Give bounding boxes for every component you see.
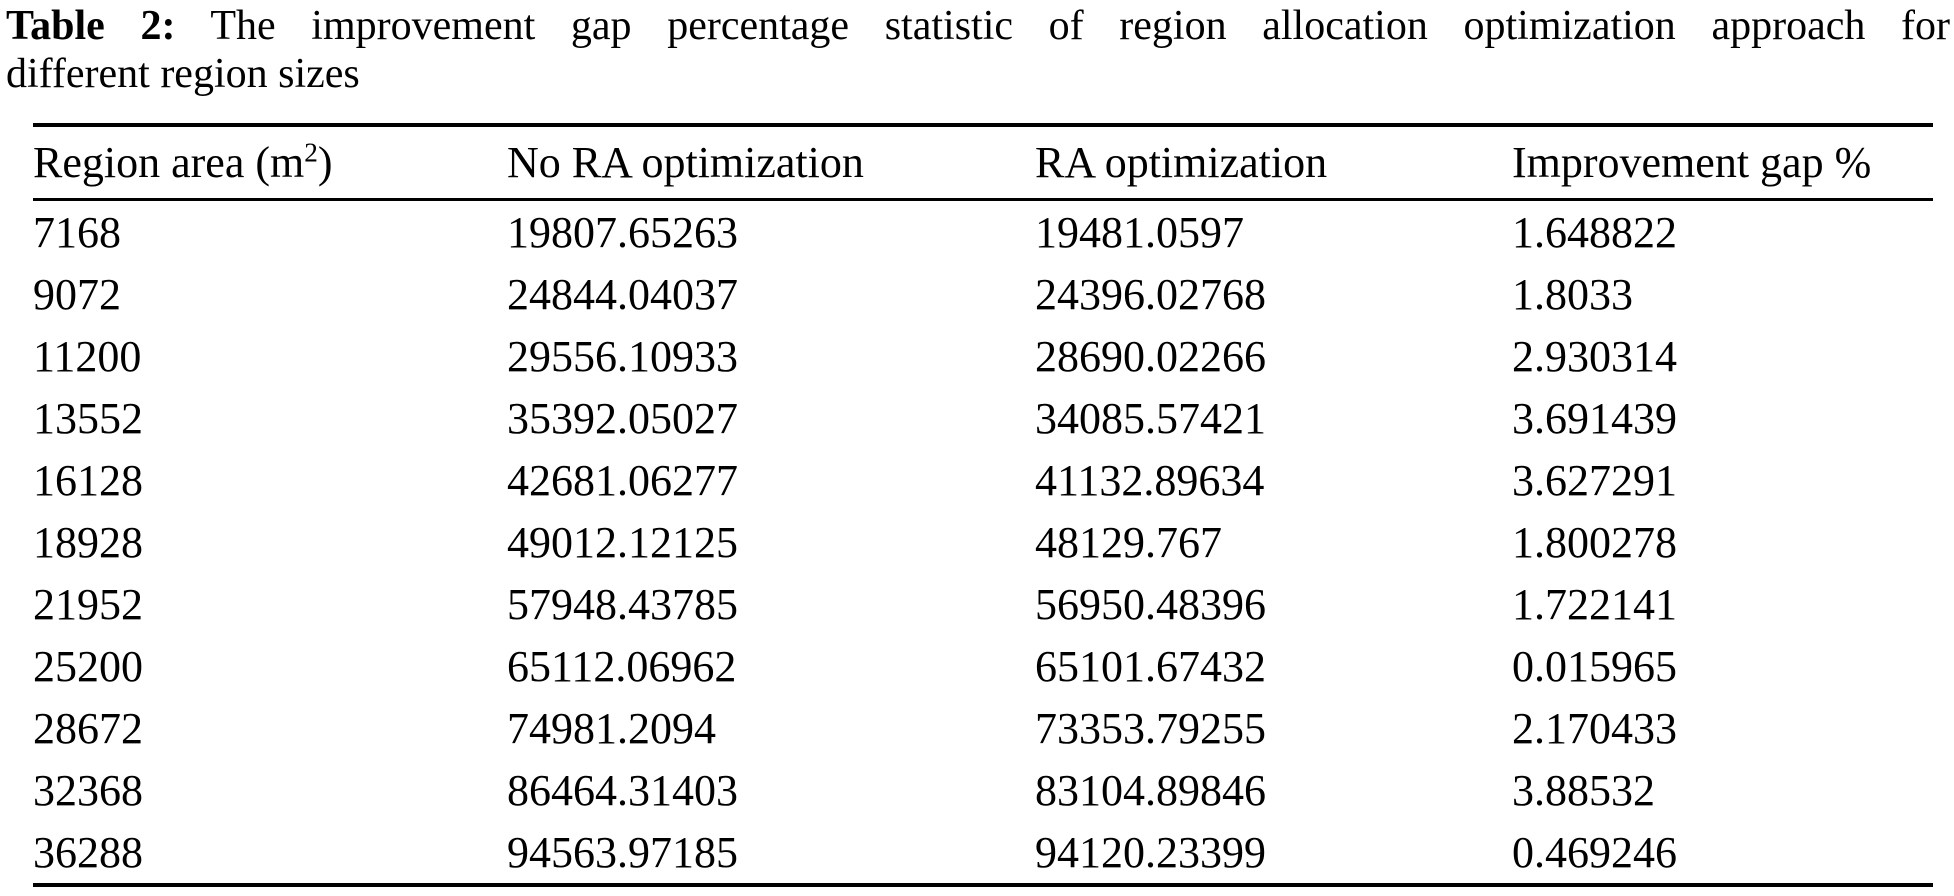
- caption-text: The improvement gap percentage statistic…: [210, 3, 1950, 49]
- cell-region-area: 36288: [33, 827, 143, 877]
- cell-no-ra-optimization: 42681.06277: [507, 455, 738, 505]
- cell-region-area: 11200: [33, 331, 142, 381]
- cell-no-ra-optimization: 24844.04037: [507, 269, 738, 319]
- table-row: 28672 74981.2094 73353.79255 2.170433: [33, 697, 1933, 759]
- cell-improvement-gap: 3.691439: [1512, 393, 1677, 443]
- table-row: 9072 24844.04037 24396.02768 1.8033: [33, 263, 1933, 325]
- caption-line-2: different region sizes: [6, 51, 360, 97]
- cell-improvement-gap: 2.930314: [1512, 331, 1677, 381]
- cell-no-ra-optimization: 57948.43785: [507, 579, 738, 629]
- cell-region-area: 7168: [33, 207, 121, 257]
- squared-superscript: 2: [304, 137, 318, 168]
- cell-ra-optimization: 48129.767: [1035, 517, 1222, 567]
- column-header-region-area: Region area (m2): [33, 125, 507, 201]
- cell-region-area: 25200: [33, 641, 143, 691]
- cell-improvement-gap: 1.722141: [1512, 579, 1677, 629]
- cell-region-area: 16128: [33, 455, 143, 505]
- cell-improvement-gap: 2.170433: [1512, 703, 1677, 753]
- table-row: 7168 19807.65263 19481.0597 1.648822: [33, 200, 1933, 264]
- cell-ra-optimization: 34085.57421: [1035, 393, 1266, 443]
- cell-ra-optimization: 24396.02768: [1035, 269, 1266, 319]
- cell-ra-optimization: 83104.89846: [1035, 765, 1266, 815]
- results-table: Region area (m2) No RA optimization RA o…: [33, 123, 1933, 887]
- cell-no-ra-optimization: 74981.2094: [507, 703, 716, 753]
- cell-improvement-gap: 1.800278: [1512, 517, 1677, 567]
- caption-label: Table 2:: [6, 3, 176, 49]
- cell-improvement-gap: 0.469246: [1512, 827, 1677, 877]
- table-row: 36288 94563.97185 94120.23399 0.469246: [33, 821, 1933, 885]
- table-row: 21952 57948.43785 56950.48396 1.722141: [33, 573, 1933, 635]
- table-row: 11200 29556.10933 28690.02266 2.930314: [33, 325, 1933, 387]
- table-row: 16128 42681.06277 41132.89634 3.627291: [33, 449, 1933, 511]
- cell-ra-optimization: 28690.02266: [1035, 331, 1266, 381]
- cell-no-ra-optimization: 86464.31403: [507, 765, 738, 815]
- cell-ra-optimization: 41132.89634: [1035, 455, 1265, 505]
- column-header-no-ra-optimization: No RA optimization: [507, 125, 1035, 201]
- cell-no-ra-optimization: 65112.06962: [507, 641, 737, 691]
- cell-no-ra-optimization: 49012.12125: [507, 517, 738, 567]
- cell-no-ra-optimization: 29556.10933: [507, 331, 738, 381]
- cell-region-area: 18928: [33, 517, 143, 567]
- cell-no-ra-optimization: 94563.97185: [507, 827, 738, 877]
- cell-no-ra-optimization: 19807.65263: [507, 207, 738, 257]
- table-row: 32368 86464.31403 83104.89846 3.88532: [33, 759, 1933, 821]
- cell-improvement-gap: 1.648822: [1512, 207, 1677, 257]
- cell-improvement-gap: 1.8033: [1512, 269, 1633, 319]
- table-caption: Table 2: The improvement gap percentage …: [0, 0, 1954, 98]
- cell-ra-optimization: 56950.48396: [1035, 579, 1266, 629]
- column-header-improvement-gap: Improvement gap %: [1512, 125, 1933, 201]
- table-row: 18928 49012.12125 48129.767 1.800278: [33, 511, 1933, 573]
- cell-improvement-gap: 0.015965: [1512, 641, 1677, 691]
- cell-ra-optimization: 94120.23399: [1035, 827, 1266, 877]
- cell-region-area: 32368: [33, 765, 143, 815]
- cell-ra-optimization: 73353.79255: [1035, 703, 1266, 753]
- cell-region-area: 28672: [33, 703, 143, 753]
- table-header-row: Region area (m2) No RA optimization RA o…: [33, 125, 1933, 201]
- cell-region-area: 9072: [33, 269, 121, 319]
- cell-ra-optimization: 19481.0597: [1035, 207, 1244, 257]
- caption-line-1: Table 2: The improvement gap percentage …: [6, 2, 1950, 50]
- cell-improvement-gap: 3.88532: [1512, 765, 1655, 815]
- cell-no-ra-optimization: 35392.05027: [507, 393, 738, 443]
- table-row: 25200 65112.06962 65101.67432 0.015965: [33, 635, 1933, 697]
- cell-region-area: 13552: [33, 393, 143, 443]
- cell-ra-optimization: 65101.67432: [1035, 641, 1266, 691]
- column-header-ra-optimization: RA optimization: [1035, 125, 1512, 201]
- cell-region-area: 21952: [33, 579, 143, 629]
- table-row: 13552 35392.05027 34085.57421 3.691439: [33, 387, 1933, 449]
- cell-improvement-gap: 3.627291: [1512, 455, 1677, 505]
